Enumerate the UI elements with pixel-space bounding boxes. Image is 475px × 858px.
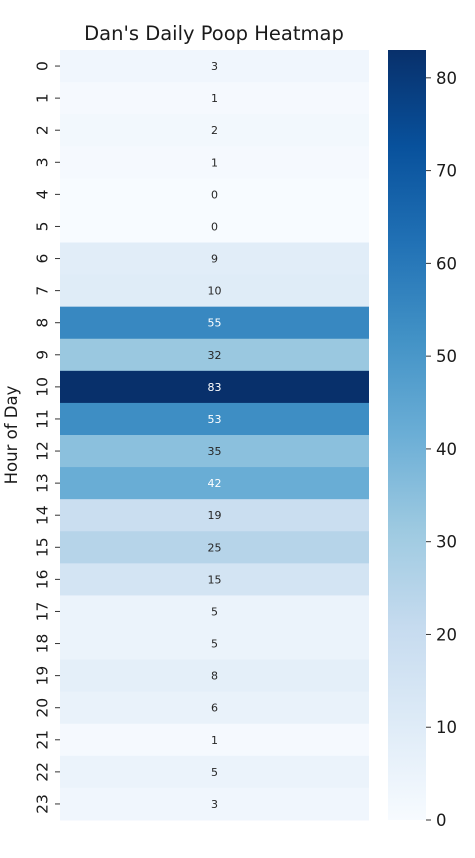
y-tick-label: 5: [33, 222, 51, 232]
y-axis-label: Hour of Day: [2, 385, 21, 484]
y-tick-label: 11: [33, 409, 51, 429]
heatmap-cell: [60, 370, 369, 404]
heatmap-cell: [60, 402, 369, 436]
heatmap-cell: [60, 242, 369, 276]
heatmap-cell: [60, 467, 369, 500]
heatmap-cell: [60, 50, 369, 83]
colorbar-tick-label: 70: [436, 162, 457, 181]
y-tick-label: 13: [33, 473, 51, 493]
heatmap-cell: [60, 306, 369, 340]
heatmap-cell: [60, 691, 369, 725]
heatmap-cell: [60, 659, 369, 693]
heatmap-cell: [60, 755, 369, 789]
cell-value-label: 3: [211, 60, 218, 73]
colorbar-tick-label: 20: [436, 625, 457, 644]
y-tick-label: 9: [33, 350, 51, 360]
heatmap-cell: [60, 563, 369, 596]
cell-value-label: 1: [211, 156, 218, 169]
y-tick-label: 8: [33, 318, 51, 328]
heatmap-cell: [60, 531, 369, 564]
colorbar-tick-label: 60: [436, 254, 457, 273]
chart-title: Dan's Daily Poop Heatmap: [84, 22, 344, 45]
heatmap-cell: [60, 723, 369, 757]
heatmap-cell: [60, 274, 369, 308]
heatmap-cell: [60, 82, 369, 115]
colorbar-tick-label: 80: [436, 69, 457, 88]
heatmap-cell: [60, 114, 369, 147]
cell-value-label: 25: [208, 541, 222, 554]
colorbar-tick-label: 10: [436, 718, 457, 737]
cell-value-label: 5: [211, 605, 218, 618]
heatmap-cell: [60, 146, 369, 179]
y-tick-label: 15: [33, 537, 51, 557]
heatmap-cell: [60, 210, 369, 243]
colorbar: [388, 50, 426, 820]
cell-value-label: 2: [211, 124, 218, 137]
cell-value-label: 19: [208, 509, 222, 522]
y-tick-label: 22: [33, 762, 51, 782]
heatmap-cell: [60, 435, 369, 468]
y-tick-label: 3: [33, 157, 51, 167]
cell-value-label: 0: [211, 220, 218, 233]
cell-value-label: 0: [211, 188, 218, 201]
y-tick-label: 12: [33, 441, 51, 461]
y-tick-label: 14: [33, 505, 51, 525]
y-tick-label: 1: [33, 93, 51, 103]
heatmap-cell: [60, 787, 369, 821]
cell-value-label: 35: [208, 445, 222, 458]
y-tick-label: 19: [33, 666, 51, 686]
y-tick-label: 6: [33, 254, 51, 264]
y-tick-label: 2: [33, 125, 51, 135]
heatmap-cell: [60, 338, 369, 372]
cell-value-label: 3: [211, 798, 218, 811]
colorbar-tick-label: 0: [436, 811, 447, 830]
heatmap-cell: [60, 595, 369, 628]
cell-value-label: 9: [211, 253, 218, 266]
cell-value-label: 1: [211, 92, 218, 105]
y-tick-label: 23: [33, 794, 51, 814]
heatmap-cell: [60, 627, 369, 661]
colorbar-tick-label: 40: [436, 440, 457, 459]
y-tick-label: 0: [33, 61, 51, 71]
y-tick-label: 16: [33, 570, 51, 590]
cell-value-label: 10: [208, 285, 222, 298]
cell-value-label: 8: [211, 670, 218, 683]
cell-value-label: 53: [208, 413, 222, 426]
cell-value-label: 5: [211, 638, 218, 651]
colorbar-ticks: 0 10 20 30 40 50 60 70 80: [426, 69, 457, 830]
cell-value-label: 32: [208, 349, 222, 362]
heatmap-cell: [60, 178, 369, 211]
y-tick-label: 10: [33, 377, 51, 397]
y-tick-label: 21: [33, 730, 51, 750]
cell-value-label: 1: [211, 734, 218, 747]
heatmap-cell: [60, 499, 369, 532]
y-tick-label: 17: [33, 602, 51, 622]
y-tick-label: 18: [33, 634, 51, 654]
cell-value-label: 5: [211, 766, 218, 779]
cell-value-label: 42: [208, 477, 222, 490]
colorbar-tick-label: 50: [436, 347, 457, 366]
cell-value-label: 83: [208, 381, 222, 394]
cell-value-label: 15: [208, 573, 222, 586]
y-tick-label: 7: [33, 286, 51, 296]
colorbar-tick-label: 30: [436, 533, 457, 552]
y-tick-label: 4: [33, 189, 51, 199]
cell-value-label: 55: [208, 317, 222, 330]
cell-value-label: 6: [211, 702, 218, 715]
y-tick-label: 20: [33, 698, 51, 718]
